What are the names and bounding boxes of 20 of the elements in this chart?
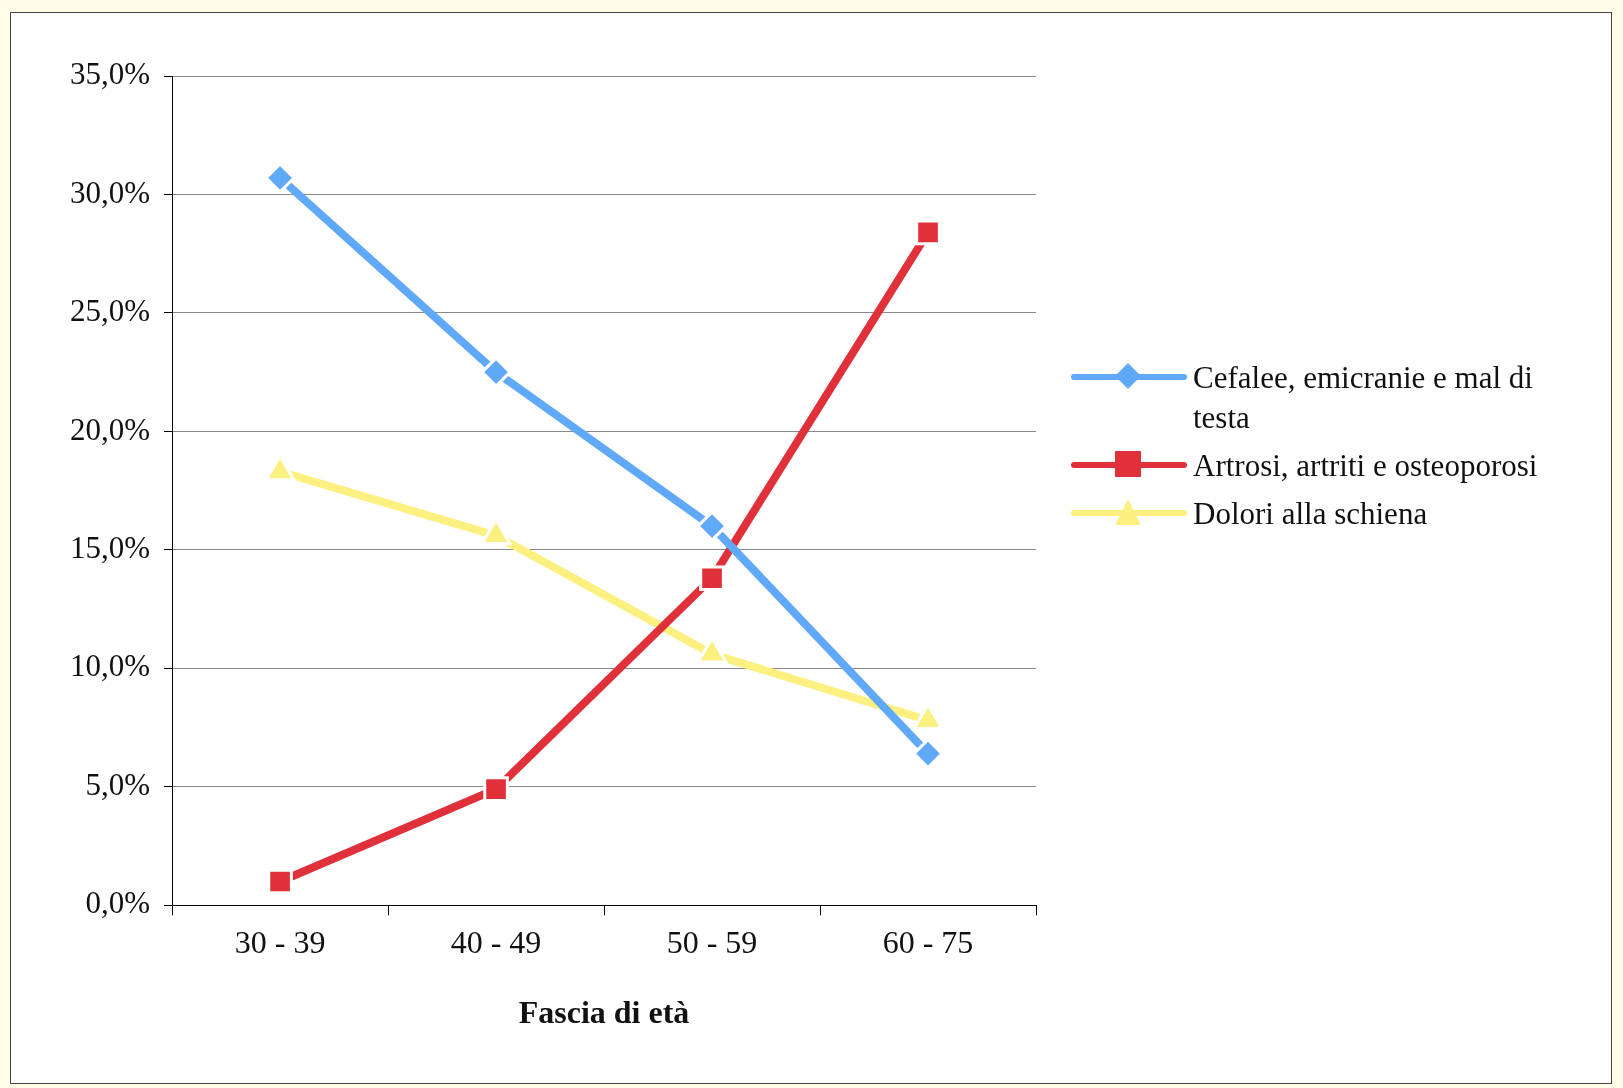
y-tick-label: 5,0% bbox=[85, 766, 151, 802]
y-tick-label: 10,0% bbox=[70, 648, 151, 684]
y-tick-label: 15,0% bbox=[70, 529, 151, 565]
y-tick-label: 35,0% bbox=[70, 56, 151, 92]
y-tick-label: 0,0% bbox=[85, 885, 151, 921]
y-tick-label: 20,0% bbox=[70, 411, 151, 447]
point bbox=[267, 868, 293, 895]
point bbox=[915, 219, 941, 246]
x-tick-label: 40 - 49 bbox=[450, 923, 542, 960]
y-tick-label: 30,0% bbox=[70, 174, 151, 210]
legend-label: Cefalee, emicranie e mal di testa bbox=[1193, 359, 1534, 437]
x-tick-label: 60 - 75 bbox=[882, 923, 974, 960]
legend-label: Dolori alla schiena bbox=[1193, 495, 1429, 533]
point bbox=[483, 776, 509, 802]
x-tick-label: 50 - 59 bbox=[666, 923, 758, 960]
y-tick-label: 25,0% bbox=[70, 293, 151, 329]
point bbox=[699, 565, 725, 592]
legend-label: Artrosi, artriti e osteoporosi bbox=[1193, 447, 1539, 485]
x-axis-title: Fascia di età bbox=[518, 994, 690, 1031]
x-tick-label: 30 - 39 bbox=[234, 923, 326, 960]
